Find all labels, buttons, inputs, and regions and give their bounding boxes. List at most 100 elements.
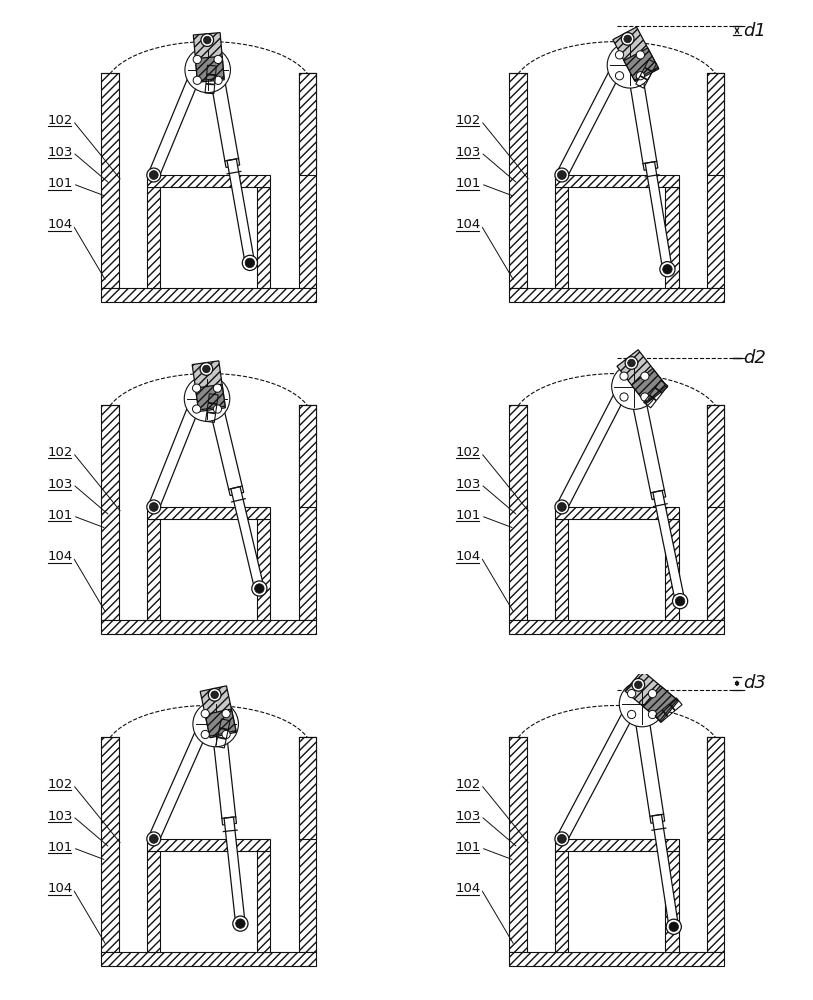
Bar: [102, 737, 119, 952]
Bar: [147, 175, 271, 187]
Text: 101: 101: [455, 841, 481, 854]
Polygon shape: [192, 361, 225, 412]
Bar: [707, 405, 724, 620]
Bar: [147, 519, 160, 620]
Circle shape: [611, 364, 657, 409]
Circle shape: [634, 681, 642, 689]
Polygon shape: [652, 814, 679, 927]
Circle shape: [632, 679, 645, 691]
Circle shape: [666, 919, 681, 934]
Circle shape: [201, 710, 209, 718]
Circle shape: [615, 72, 624, 80]
Circle shape: [620, 681, 665, 727]
Bar: [510, 952, 724, 966]
Bar: [555, 187, 568, 288]
Circle shape: [203, 36, 211, 44]
Polygon shape: [624, 48, 658, 80]
Polygon shape: [632, 693, 665, 823]
Circle shape: [214, 76, 222, 84]
Polygon shape: [707, 73, 724, 175]
Text: 103: 103: [455, 146, 481, 159]
Polygon shape: [209, 702, 237, 825]
Circle shape: [193, 76, 202, 84]
Bar: [102, 952, 316, 966]
Polygon shape: [200, 686, 237, 738]
Polygon shape: [202, 377, 244, 496]
Circle shape: [628, 690, 636, 698]
Circle shape: [147, 500, 161, 514]
Circle shape: [558, 503, 567, 511]
Circle shape: [558, 834, 567, 843]
Bar: [299, 405, 316, 620]
Polygon shape: [205, 709, 236, 736]
Text: 101: 101: [455, 509, 481, 522]
Bar: [147, 839, 271, 851]
Bar: [707, 737, 724, 952]
Polygon shape: [193, 33, 224, 82]
Circle shape: [620, 372, 628, 380]
Text: 102: 102: [47, 114, 73, 127]
Circle shape: [222, 710, 230, 718]
Text: 103: 103: [455, 810, 481, 823]
Bar: [665, 187, 679, 288]
Bar: [555, 175, 679, 187]
Circle shape: [621, 33, 634, 45]
Circle shape: [625, 357, 637, 369]
Text: d3: d3: [743, 674, 766, 692]
Bar: [555, 839, 679, 851]
Bar: [257, 519, 271, 620]
Circle shape: [147, 168, 161, 182]
Text: 103: 103: [47, 478, 73, 491]
Polygon shape: [299, 73, 316, 175]
Circle shape: [641, 393, 649, 401]
Circle shape: [672, 594, 688, 609]
Polygon shape: [227, 159, 254, 264]
Circle shape: [150, 834, 159, 843]
Circle shape: [213, 405, 222, 413]
Bar: [510, 73, 527, 288]
Polygon shape: [626, 371, 666, 500]
Circle shape: [202, 365, 210, 373]
Circle shape: [185, 376, 230, 421]
Circle shape: [660, 262, 675, 277]
Circle shape: [620, 393, 628, 401]
Circle shape: [555, 168, 569, 182]
Bar: [665, 851, 679, 952]
Text: 104: 104: [47, 550, 73, 563]
Bar: [102, 288, 316, 302]
Bar: [257, 851, 271, 952]
Text: 103: 103: [47, 146, 73, 159]
Polygon shape: [624, 46, 658, 170]
Bar: [102, 405, 119, 620]
Circle shape: [637, 72, 645, 80]
Polygon shape: [299, 405, 316, 507]
Circle shape: [252, 581, 267, 596]
Text: 102: 102: [455, 446, 481, 459]
Bar: [147, 507, 271, 519]
Text: 104: 104: [47, 882, 73, 895]
Circle shape: [649, 710, 657, 719]
Polygon shape: [707, 405, 724, 507]
Text: 101: 101: [47, 509, 73, 522]
Text: d2: d2: [743, 349, 766, 367]
Circle shape: [211, 691, 219, 699]
Circle shape: [615, 51, 624, 59]
Circle shape: [558, 171, 567, 179]
Circle shape: [193, 384, 201, 392]
Bar: [510, 620, 724, 634]
Circle shape: [150, 171, 159, 179]
Bar: [257, 187, 271, 288]
Polygon shape: [149, 372, 212, 509]
Bar: [299, 73, 316, 288]
Polygon shape: [195, 384, 225, 410]
Polygon shape: [625, 670, 678, 722]
Polygon shape: [224, 817, 245, 924]
Polygon shape: [205, 47, 240, 167]
Bar: [665, 519, 679, 620]
Bar: [510, 405, 527, 620]
Text: 104: 104: [47, 218, 73, 231]
Bar: [147, 187, 160, 288]
Polygon shape: [299, 737, 316, 839]
Polygon shape: [231, 487, 264, 590]
Text: 104: 104: [455, 882, 481, 895]
